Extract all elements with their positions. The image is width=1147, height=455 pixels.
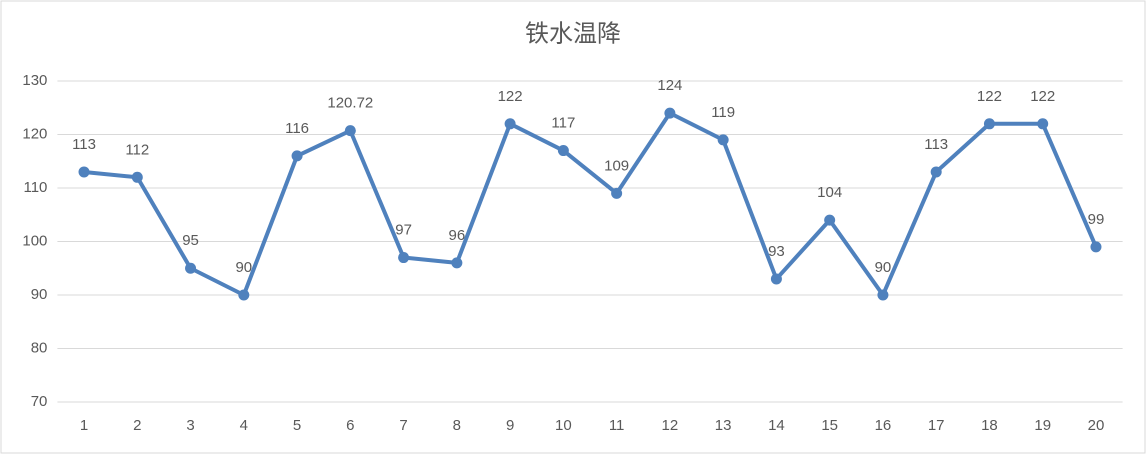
data-label: 122 — [498, 88, 523, 105]
x-tick-label: 8 — [453, 417, 461, 434]
data-point — [983, 118, 995, 130]
data-label: 122 — [1030, 88, 1055, 105]
data-label: 116 — [285, 120, 309, 137]
y-tick-label: 80 — [31, 339, 48, 356]
data-point — [930, 166, 942, 178]
y-tick-label: 120 — [22, 125, 47, 142]
data-label: 97 — [395, 222, 412, 239]
y-tick-label: 110 — [23, 179, 47, 196]
data-label: 112 — [125, 141, 149, 158]
data-label: 96 — [449, 227, 466, 244]
data-point — [1090, 241, 1102, 253]
y-tick-label: 100 — [22, 232, 47, 249]
x-tick-label: 14 — [768, 417, 785, 434]
data-label: 93 — [768, 243, 785, 260]
data-point — [451, 257, 463, 269]
x-tick-label: 6 — [346, 417, 354, 434]
x-tick-label: 11 — [609, 417, 625, 434]
data-label: 90 — [875, 259, 892, 276]
x-tick-label: 15 — [821, 417, 838, 434]
data-label: 124 — [657, 77, 682, 94]
x-tick-label: 16 — [875, 417, 892, 434]
chart-title: 铁水温降 — [525, 20, 621, 47]
x-tick-label: 13 — [715, 417, 732, 434]
y-tick-label: 90 — [31, 286, 48, 303]
data-point — [877, 289, 889, 301]
data-label: 117 — [551, 115, 575, 132]
data-point — [824, 214, 836, 226]
data-point — [504, 118, 516, 130]
data-label: 120.72 — [327, 95, 373, 112]
x-tick-label: 4 — [240, 417, 248, 434]
data-line — [83, 111, 1098, 297]
data-point — [291, 150, 303, 162]
data-label: 113 — [72, 136, 96, 153]
data-point — [238, 289, 250, 301]
x-tick-label: 12 — [662, 417, 679, 434]
data-point — [1037, 118, 1049, 130]
data-label: 90 — [235, 259, 252, 276]
data-label: 119 — [711, 104, 735, 121]
data-point — [398, 252, 410, 264]
data-point — [185, 262, 197, 274]
x-tick-label: 3 — [186, 417, 194, 434]
data-label: 109 — [604, 157, 629, 174]
data-point — [344, 125, 356, 137]
data-point — [557, 145, 569, 157]
x-tick-label: 2 — [133, 417, 141, 434]
x-tick-label: 7 — [399, 417, 407, 434]
x-tick-label: 1 — [80, 417, 88, 434]
y-tick-label: 130 — [22, 72, 47, 89]
data-label: 99 — [1088, 211, 1105, 228]
x-tick-label: 9 — [506, 417, 514, 434]
x-tick-label: 18 — [981, 417, 998, 434]
data-label: 122 — [977, 88, 1002, 105]
data-point — [717, 134, 729, 146]
data-label: 113 — [924, 136, 948, 153]
data-point — [664, 107, 676, 119]
x-tick-label: 19 — [1034, 417, 1051, 434]
data-point — [611, 187, 623, 199]
x-tick-label: 17 — [928, 417, 945, 434]
data-point — [78, 166, 90, 178]
x-tick-label: 5 — [293, 417, 301, 434]
y-tick-label: 70 — [31, 393, 48, 410]
data-point — [770, 273, 782, 285]
x-tick-label: 10 — [555, 417, 572, 434]
x-tick-label: 20 — [1088, 417, 1105, 434]
data-point — [131, 171, 143, 183]
data-label: 95 — [182, 232, 199, 249]
data-label: 104 — [817, 184, 842, 201]
